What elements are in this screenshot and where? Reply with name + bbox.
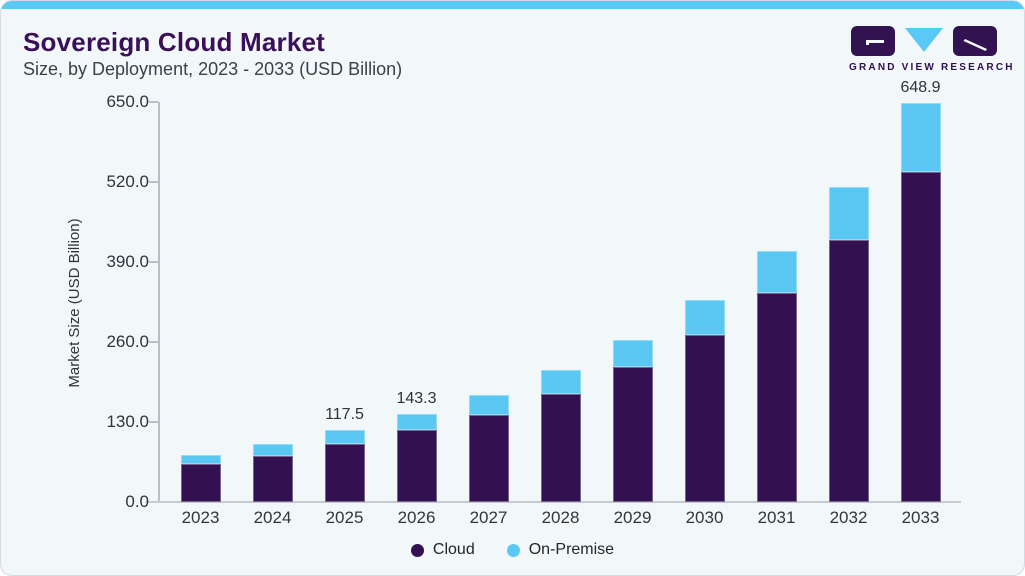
- y-tick-label: 130.0: [106, 412, 149, 431]
- cloud-segment: [684, 335, 725, 502]
- bar-group-2032: [828, 187, 869, 502]
- x-tick-label: 2030: [685, 508, 724, 527]
- on-premise-segment: [180, 454, 221, 465]
- legend-swatch: [410, 543, 424, 557]
- cloud-segment: [396, 430, 437, 502]
- bar-group-2028: [540, 369, 581, 502]
- x-tick-label: 2025: [325, 508, 364, 527]
- y-tick-label: 390.0: [106, 252, 149, 271]
- legend-item-cloud: Cloud: [410, 541, 475, 559]
- y-tick-mark: [148, 261, 158, 263]
- on-premise-segment: [324, 429, 365, 445]
- y-tick-label: 520.0: [106, 172, 149, 191]
- on-premise-segment: [612, 339, 653, 368]
- legend-label: On-Premise: [528, 541, 615, 558]
- logo-r-glyph: [963, 39, 987, 51]
- page-title: Sovereign Cloud Market: [23, 27, 326, 57]
- bar-group-2030: [684, 300, 725, 502]
- y-tick-label: 0.0: [125, 492, 149, 511]
- on-premise-segment: [540, 369, 581, 395]
- x-tick-label: 2026: [397, 508, 436, 527]
- logo-r-block: [953, 26, 997, 56]
- logo-v-triangle: [905, 28, 943, 52]
- cloud-segment: [900, 171, 941, 502]
- on-premise-segment: [828, 187, 869, 241]
- on-premise-segment: [900, 102, 941, 172]
- logo-wordmark: GRAND VIEW RESEARCH: [849, 62, 1015, 73]
- logo-g-glyph: [866, 40, 884, 45]
- cloud-segment: [612, 367, 653, 502]
- total-value-label: 143.3: [396, 389, 437, 407]
- x-tick-label: 2023: [181, 508, 220, 527]
- x-tick-label: 2027: [469, 508, 508, 527]
- y-tick-mark: [148, 181, 158, 183]
- cloud-segment: [828, 240, 869, 502]
- on-premise-segment: [252, 443, 293, 456]
- y-tick-mark: [148, 421, 158, 423]
- x-tick-label: 2024: [253, 508, 292, 527]
- bar-group-2025: [324, 429, 365, 502]
- cloud-segment: [324, 444, 365, 502]
- bar-group-2024: [252, 443, 293, 502]
- bar-group-2026: [396, 413, 437, 502]
- bar-group-2029: [612, 339, 653, 502]
- y-tick-mark: [148, 101, 158, 103]
- on-premise-segment: [684, 300, 725, 336]
- cloud-segment: [756, 293, 797, 502]
- x-tick-label: 2031: [757, 508, 796, 527]
- cloud-segment: [468, 414, 509, 502]
- x-tick-label: 2029: [613, 508, 652, 527]
- cloud-segment: [252, 455, 293, 502]
- x-tick-label: 2032: [829, 508, 868, 527]
- gvr-logo: GRAND VIEW RESEARCH: [849, 25, 1015, 73]
- y-axis-spine: [158, 102, 160, 502]
- x-axis-line: [146, 501, 961, 503]
- x-tick-label: 2028: [541, 508, 580, 527]
- legend: Cloud On-Premise: [1, 537, 1024, 563]
- legend-swatch: [506, 543, 520, 557]
- bar-group-2033: [900, 102, 941, 502]
- legend-item-on-premise: On-Premise: [506, 541, 615, 559]
- chart-subtitle: Size, by Deployment, 2023 - 2033 (USD Bi…: [23, 59, 403, 79]
- cloud-segment: [180, 464, 221, 502]
- legend-label: Cloud: [432, 541, 475, 558]
- y-tick-label: 260.0: [106, 332, 149, 351]
- gvr-logo-mark: [851, 26, 997, 56]
- total-value-label: 117.5: [325, 405, 364, 423]
- top-accent-bar: [1, 1, 1024, 9]
- bar-group-2023: [180, 454, 221, 502]
- cloud-segment: [540, 394, 581, 502]
- y-tick-label: 650.0: [106, 92, 149, 111]
- total-value-label: 648.9: [900, 78, 941, 96]
- bar-group-2031: [756, 251, 797, 502]
- on-premise-segment: [468, 394, 509, 415]
- y-tick-mark: [148, 341, 158, 343]
- on-premise-segment: [396, 413, 437, 431]
- bar-group-2027: [468, 394, 509, 502]
- y-axis-title: Market Size (USD Billion): [66, 218, 83, 388]
- on-premise-segment: [756, 251, 797, 294]
- x-tick-label: 2033: [901, 508, 940, 527]
